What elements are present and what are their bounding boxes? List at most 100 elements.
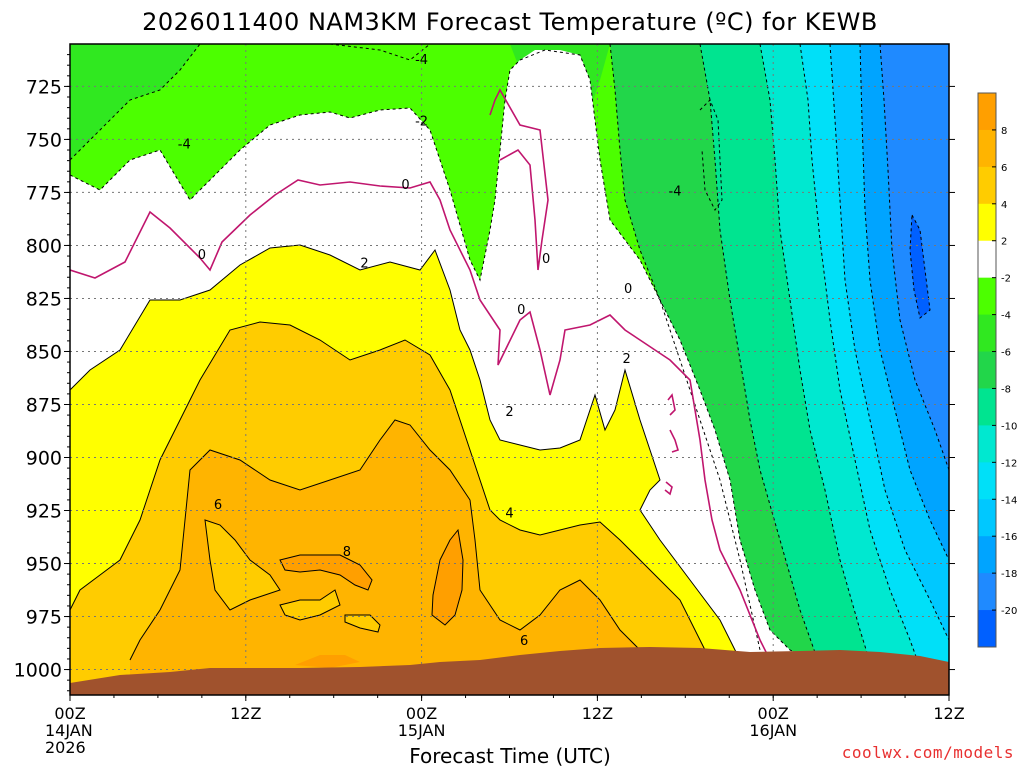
contour-minus16-line [879,44,949,471]
watermark: coolwx.com/models [842,743,1014,762]
contour-4-line [70,321,711,661]
contour-minus12-line [829,44,949,641]
colorbar-label: 2 [1001,237,1007,248]
x-tick-label: 00Z [406,704,437,723]
contour-label: 0 [542,252,550,267]
x-tick-label: 16JAN [749,721,797,740]
colorbar-swatch [978,240,996,279]
contour-label: -4 [415,53,428,68]
contour-8-line [279,554,373,591]
y-tick-label: 975 [26,607,62,629]
y-tick-label: 925 [26,501,62,523]
contour-minus14-line [859,44,949,561]
contour-minus4-loop [699,99,723,211]
y-tick-label: 950 [26,554,62,576]
colorbar-label: -4 [1001,311,1011,322]
contour-6-island-c [344,614,381,633]
x-tick-label: 12Z [582,704,613,723]
contour-label: 4 [505,507,513,522]
colorbar-label: -8 [1001,384,1011,395]
contour-minus4-line-east [609,44,771,695]
x-tick-label: 12Z [230,704,261,723]
contour-label: 0 [198,248,206,263]
y-tick-label: 775 [26,182,62,204]
contour-label: 0 [401,178,409,193]
colorbar-swatch [978,425,996,463]
colorbar-label: -18 [1001,569,1017,580]
contour-0-loop [489,88,549,271]
contour-label: 0 [624,282,632,297]
contour-minus20-line [909,213,931,319]
colorbar-swatch [978,499,996,537]
contour-minus2-line [70,49,811,661]
fill-above-8 [280,555,372,590]
y-tick-label: 900 [26,448,62,470]
colorbar-swatch [978,388,996,426]
colorbar-label: -12 [1001,458,1017,469]
y-tick-label: 825 [26,288,62,310]
y-tick-label: 1000 [14,660,62,682]
contour-label: -4 [178,138,191,153]
contour-6-island-b [279,589,341,621]
contour-label: 2 [505,405,513,420]
contour-0-loop-d [664,481,673,496]
contour-0-loop-b [667,393,676,416]
plot-area [70,44,949,695]
contour-0-line [70,179,771,661]
colorbar-swatch [978,610,996,648]
y-tick-label: 800 [26,235,62,257]
ground-terrain [70,647,949,695]
fill-6-to-8 [130,420,650,690]
contour-minus10-line [799,44,931,695]
colorbar-swatch [978,277,996,316]
contour-minus4-line-north [329,44,431,61]
colorbar-label: 6 [1001,163,1007,174]
colorbar-swatch [978,536,996,574]
colorbar-label: -20 [1001,606,1017,617]
colorbar-swatch [978,166,996,205]
fill-island-4-to-6 [205,520,280,610]
contour-minus4-line-west [70,44,201,161]
x-tick-label: 12Z [933,704,964,723]
colorbar-swatch [978,93,996,131]
x-tick-label: 2026 [45,738,86,757]
contour-label: 0 [517,303,525,318]
chart-title: 2026011400 NAM3KM Forecast Temperature (… [142,8,878,36]
fill-minus4-band [70,44,200,160]
x-tick-label: 00Z [54,704,85,723]
colorbar-swatch [978,129,996,168]
colorbar-swatch [978,573,996,611]
contour-6-line [129,419,651,671]
colorbar-swatch [978,314,996,353]
y-axis: 725 750 775 800 825 850 875 900 925 950 975 1000 [14,76,62,681]
contour-label: 8 [343,545,351,560]
y-tick-label: 750 [26,129,62,151]
colorbar: 8 6 4 2 -2 -4 -6 -8 -10 -12 -14 -16 -18 -20 [977,92,1017,648]
colorbar-label: -14 [1001,495,1017,506]
colorbar-label: -16 [1001,532,1017,543]
axis-ticks [64,54,955,701]
colorbar-label: 8 [1001,126,1007,137]
contour-minus6-line [699,44,831,695]
contour-label: 6 [520,634,528,649]
freezing-contours [70,88,771,661]
colorbar-label: -10 [1001,421,1017,432]
fill-minus20-band [910,215,930,318]
colorbar-label: -6 [1001,348,1011,359]
contour-label: -4 [669,184,682,199]
colorbar-frame [977,92,997,648]
contour-labels: -4 -4 -2 -4 0 0 2 0 0 0 2 2 6 4 8 6 [178,53,682,649]
fill-above-8-c [295,655,360,668]
colorbar-label: 4 [1001,200,1007,211]
x-tick-label: 00Z [758,704,789,723]
y-tick-label: 850 [26,341,62,363]
contour-label: 2 [623,352,631,367]
contour-label: 2 [360,256,368,271]
contour-8-line-b [431,528,464,626]
fill-above-8-b [432,530,463,625]
x-axis-title: Forecast Time (UTC) [409,744,611,768]
contour-lines [70,44,949,695]
x-tick-label: 15JAN [398,721,446,740]
colorbar-swatch [978,351,996,389]
